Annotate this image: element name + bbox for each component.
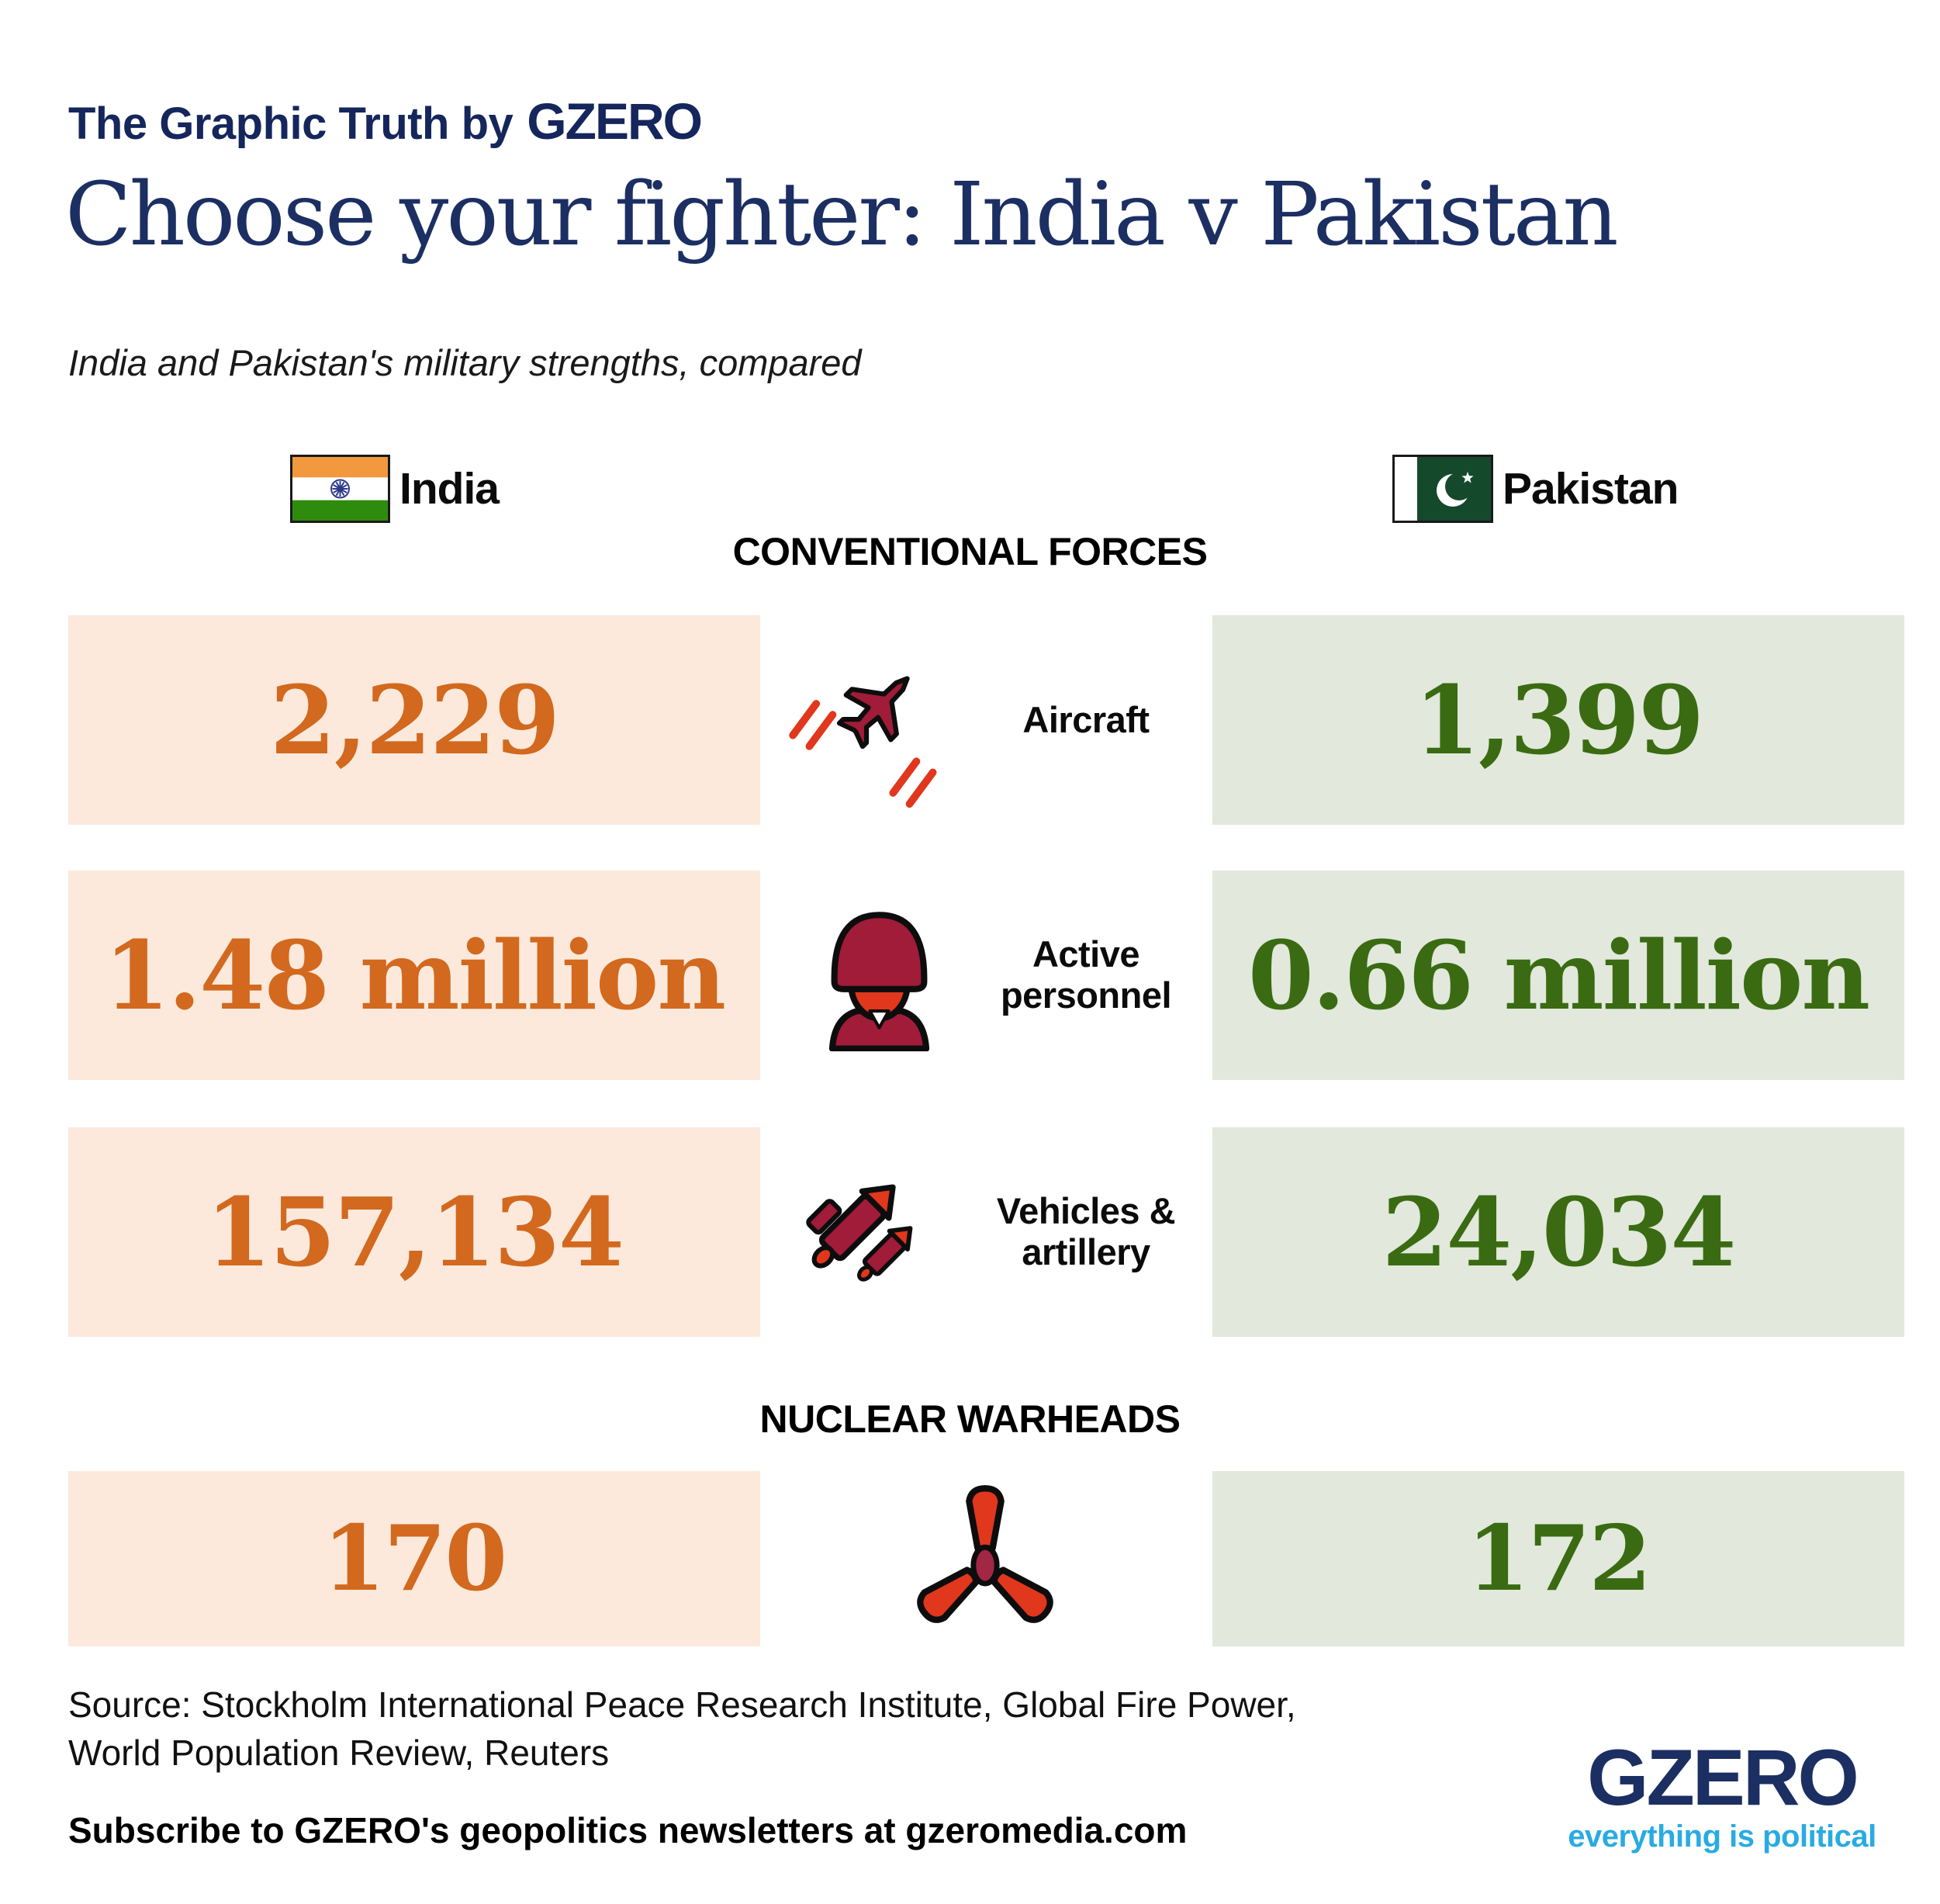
pakistan-flag-icon xyxy=(1392,455,1493,523)
metric-label-active-personnel: Active personnel xyxy=(1000,933,1172,1016)
source-note: Source: Stockholm International Peace Re… xyxy=(68,1681,1296,1777)
pakistan-vehicles-value: 24,034 xyxy=(1212,1127,1904,1337)
india-flag-icon xyxy=(290,455,390,523)
india-personnel-value: 1.48 million xyxy=(68,871,760,1080)
gzero-wordmark: GZERO xyxy=(527,92,703,150)
source-line-2: World Population Review, Reuters xyxy=(68,1733,610,1774)
kicker-text: The Graphic Truth by xyxy=(68,99,514,149)
pakistan-warheads-value: 172 xyxy=(1212,1471,1904,1646)
india-aircraft-value: 2,229 xyxy=(68,615,760,825)
section-title-conventional-forces: CONVENTIONAL FORCES xyxy=(732,530,1208,573)
india-warheads-value: 170 xyxy=(68,1471,760,1646)
soldier-icon xyxy=(790,877,968,1078)
india-vehicles-value: 157,134 xyxy=(68,1127,760,1337)
section-title-nuclear-warheads: NUCLEAR WARHEADS xyxy=(759,1397,1181,1441)
missiles-icon xyxy=(776,1131,954,1333)
india-label: India xyxy=(399,464,500,514)
page-subtitle: India and Pakistan's military strengths,… xyxy=(68,342,862,383)
metric-label-aircraft: Aircraft xyxy=(1022,698,1150,740)
page-title: Choose your fighter: India v Pakistan xyxy=(65,164,1619,265)
gzero-logo-wordmark: GZERO xyxy=(1587,1733,1859,1822)
kicker: The Graphic Truth by GZERO xyxy=(68,92,703,151)
gzero-logo: GZERO everything is political xyxy=(1559,1736,1885,1854)
pakistan-personnel-value: 0.66 million xyxy=(1212,871,1904,1080)
source-line-1: Source: Stockholm International Peace Re… xyxy=(68,1684,1296,1725)
india-column-header: India xyxy=(290,455,500,523)
metric-label-vehicles-artillery: Vehicles & artillery xyxy=(996,1190,1176,1272)
fighter-jet-icon xyxy=(782,621,960,822)
pakistan-column-header: Pakistan xyxy=(1392,455,1679,523)
gzero-logo-tagline: everything is political xyxy=(1568,1819,1876,1854)
radiation-icon xyxy=(896,1459,1074,1660)
pakistan-aircraft-value: 1,399 xyxy=(1212,615,1904,825)
pakistan-label: Pakistan xyxy=(1503,464,1679,514)
subscribe-note: Subscribe to GZERO's geopolitics newslet… xyxy=(68,1810,1188,1850)
